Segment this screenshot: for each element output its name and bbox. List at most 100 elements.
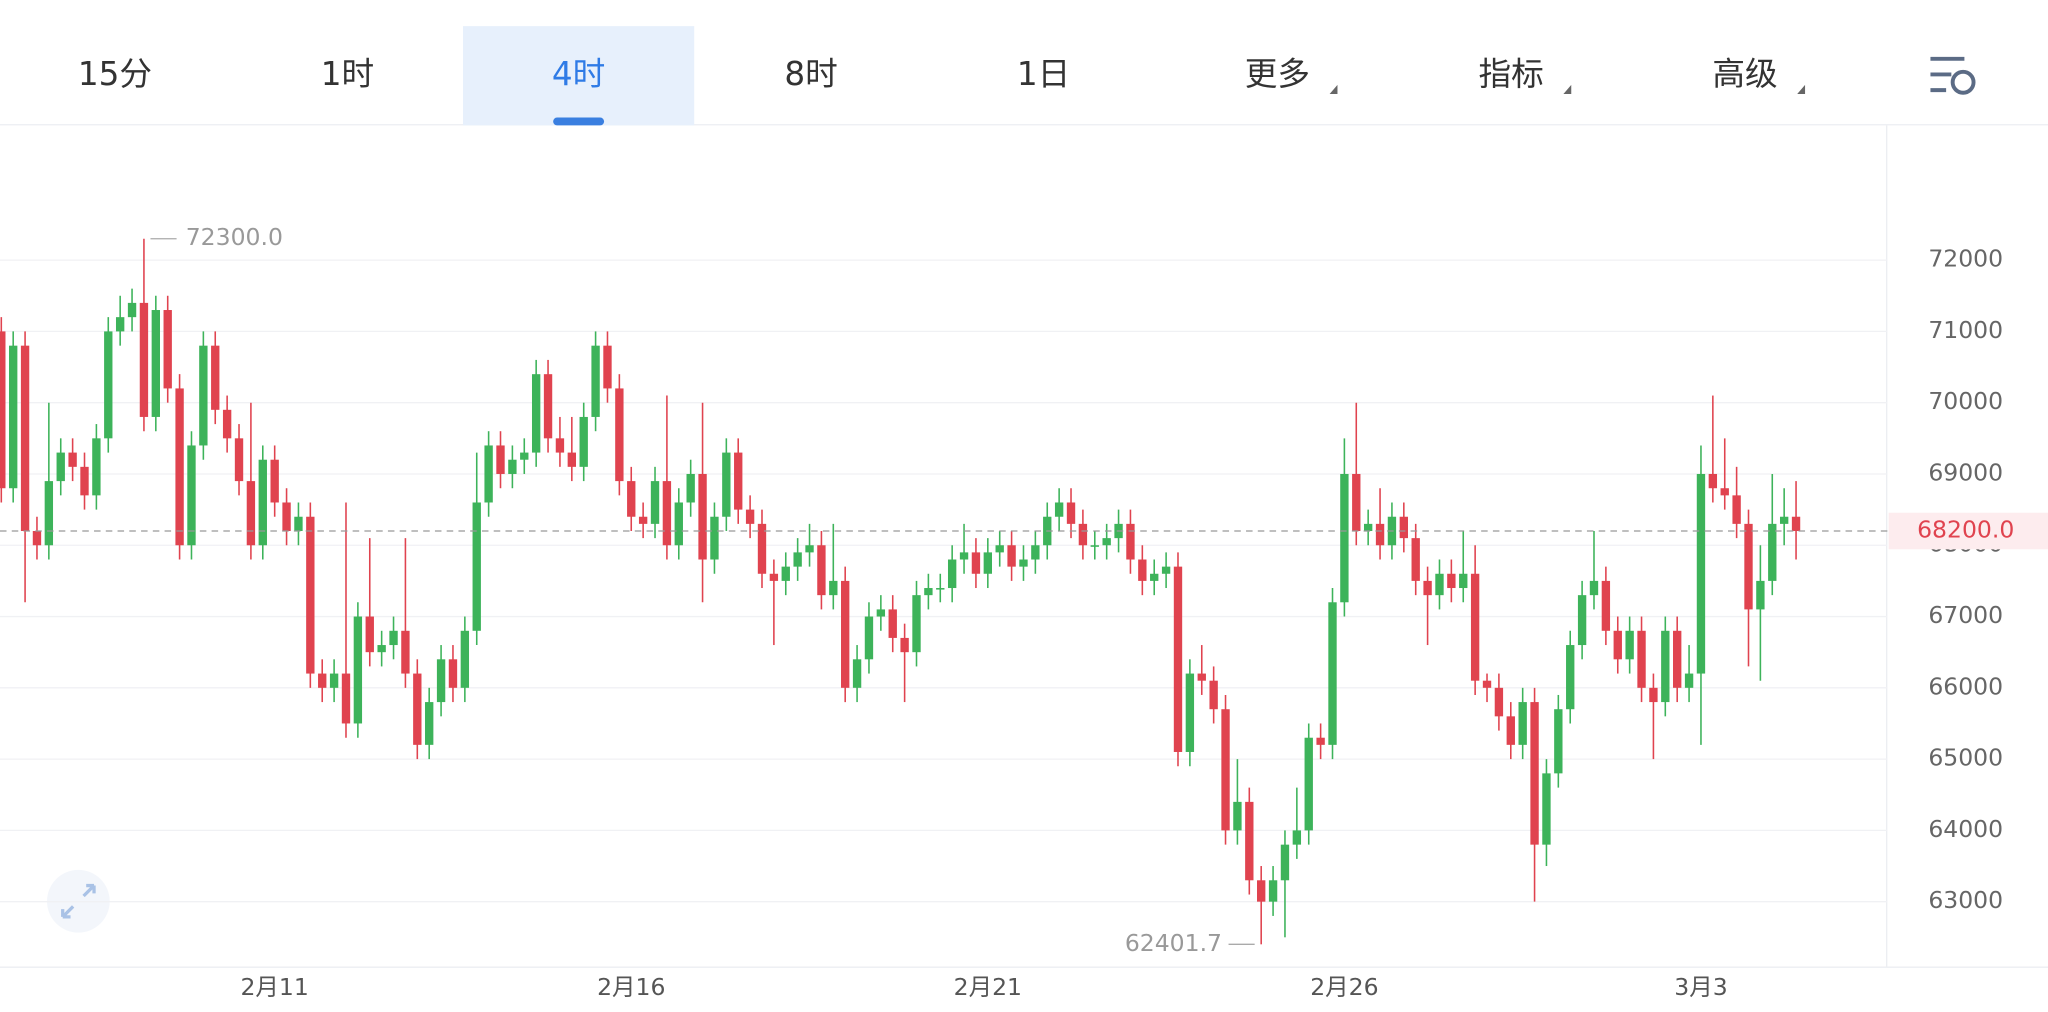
candle <box>912 580 921 667</box>
candle-body <box>1625 630 1634 660</box>
tab-label: 15分 <box>78 55 152 93</box>
tab[interactable]: 15分 <box>78 55 152 93</box>
candle-body <box>496 445 505 474</box>
candle-body <box>1292 830 1302 845</box>
candle <box>829 523 838 610</box>
candle <box>1007 530 1016 581</box>
candle <box>567 416 576 482</box>
candle <box>983 538 992 589</box>
candle-body <box>1304 737 1313 831</box>
candle-body <box>1791 516 1801 531</box>
candle <box>436 645 446 717</box>
candle-body <box>187 445 196 546</box>
candle <box>1138 545 1147 596</box>
tab-label: 4时 <box>552 55 605 93</box>
candle-body <box>80 466 89 496</box>
candle <box>1720 438 1729 510</box>
candle-body <box>1518 702 1527 745</box>
candle-body <box>1768 523 1777 581</box>
y-tick-label: 63000 <box>1928 886 2003 914</box>
candle <box>448 645 458 703</box>
candle <box>1542 759 1551 867</box>
candle-body <box>104 331 113 439</box>
candle-body <box>448 659 458 688</box>
candle <box>365 538 374 667</box>
candle-body <box>175 388 184 546</box>
candle <box>1126 509 1135 574</box>
candle <box>1019 545 1028 581</box>
candle <box>1221 694 1230 845</box>
dropdown-marker <box>1563 84 1572 95</box>
candle <box>44 402 54 560</box>
candle-body <box>1411 538 1420 581</box>
candle <box>1779 488 1789 546</box>
candle <box>662 395 672 560</box>
candle <box>1601 566 1611 646</box>
candle <box>1732 466 1741 539</box>
candle-body <box>757 523 767 574</box>
candle-body <box>579 416 588 467</box>
candle <box>425 687 434 760</box>
candle-body <box>1138 559 1147 581</box>
candle <box>1447 559 1456 603</box>
y-tick-label: 69000 <box>1928 458 2003 486</box>
candle <box>496 431 505 489</box>
tab-indicator <box>553 117 605 126</box>
candle <box>1637 616 1646 703</box>
candle <box>650 466 660 539</box>
candle <box>638 502 648 539</box>
candle-body <box>662 481 672 546</box>
candle-body <box>1566 645 1575 710</box>
candle-body <box>781 566 790 581</box>
candle-body <box>1696 473 1706 674</box>
candle <box>9 331 18 503</box>
tab[interactable]: 1日 <box>1017 55 1070 93</box>
x-tick-label: 2月26 <box>1310 973 1378 1001</box>
candle <box>401 538 410 688</box>
tab-label: 8时 <box>784 55 837 93</box>
candle-body <box>234 438 244 482</box>
tab[interactable]: 高级 <box>1712 55 1806 95</box>
settings-icon[interactable] <box>1930 56 1976 95</box>
candle <box>781 552 790 596</box>
candle <box>1363 509 1373 546</box>
candle-body <box>745 509 755 524</box>
candle <box>1066 488 1076 539</box>
expand-glyph <box>61 883 96 919</box>
candle <box>1530 687 1539 902</box>
candle-body <box>199 345 208 446</box>
candle-body <box>1399 516 1408 539</box>
candle <box>187 431 196 560</box>
candle-body <box>0 331 6 489</box>
tab[interactable]: 更多 <box>1245 55 1338 95</box>
candle-body <box>127 302 137 318</box>
candle <box>686 459 695 517</box>
candle-body <box>1673 630 1682 688</box>
candle-body <box>329 673 339 688</box>
candle <box>1304 723 1313 845</box>
candle <box>1054 488 1064 531</box>
tab[interactable]: 指标 <box>1479 55 1572 95</box>
candle <box>888 595 897 653</box>
tab[interactable]: 4时 <box>463 26 695 126</box>
candle-body <box>1209 680 1218 710</box>
candle-body <box>1649 687 1658 703</box>
candle <box>246 402 256 560</box>
candle <box>1316 723 1325 760</box>
candle-body <box>56 452 65 482</box>
candle-body <box>912 595 921 653</box>
candle-body <box>460 630 470 688</box>
candle <box>329 659 339 703</box>
tab[interactable]: 1时 <box>321 55 374 93</box>
candle <box>389 616 398 660</box>
candle <box>805 523 814 567</box>
candle <box>1411 523 1420 596</box>
candle <box>1257 866 1266 945</box>
tab[interactable]: 8时 <box>784 55 837 93</box>
candle-body <box>1435 573 1444 596</box>
candle <box>1352 402 1361 546</box>
candle <box>1482 673 1492 703</box>
candle <box>1280 830 1290 938</box>
candle-body <box>1257 880 1266 902</box>
y-tick-label: 70000 <box>1928 387 2003 415</box>
